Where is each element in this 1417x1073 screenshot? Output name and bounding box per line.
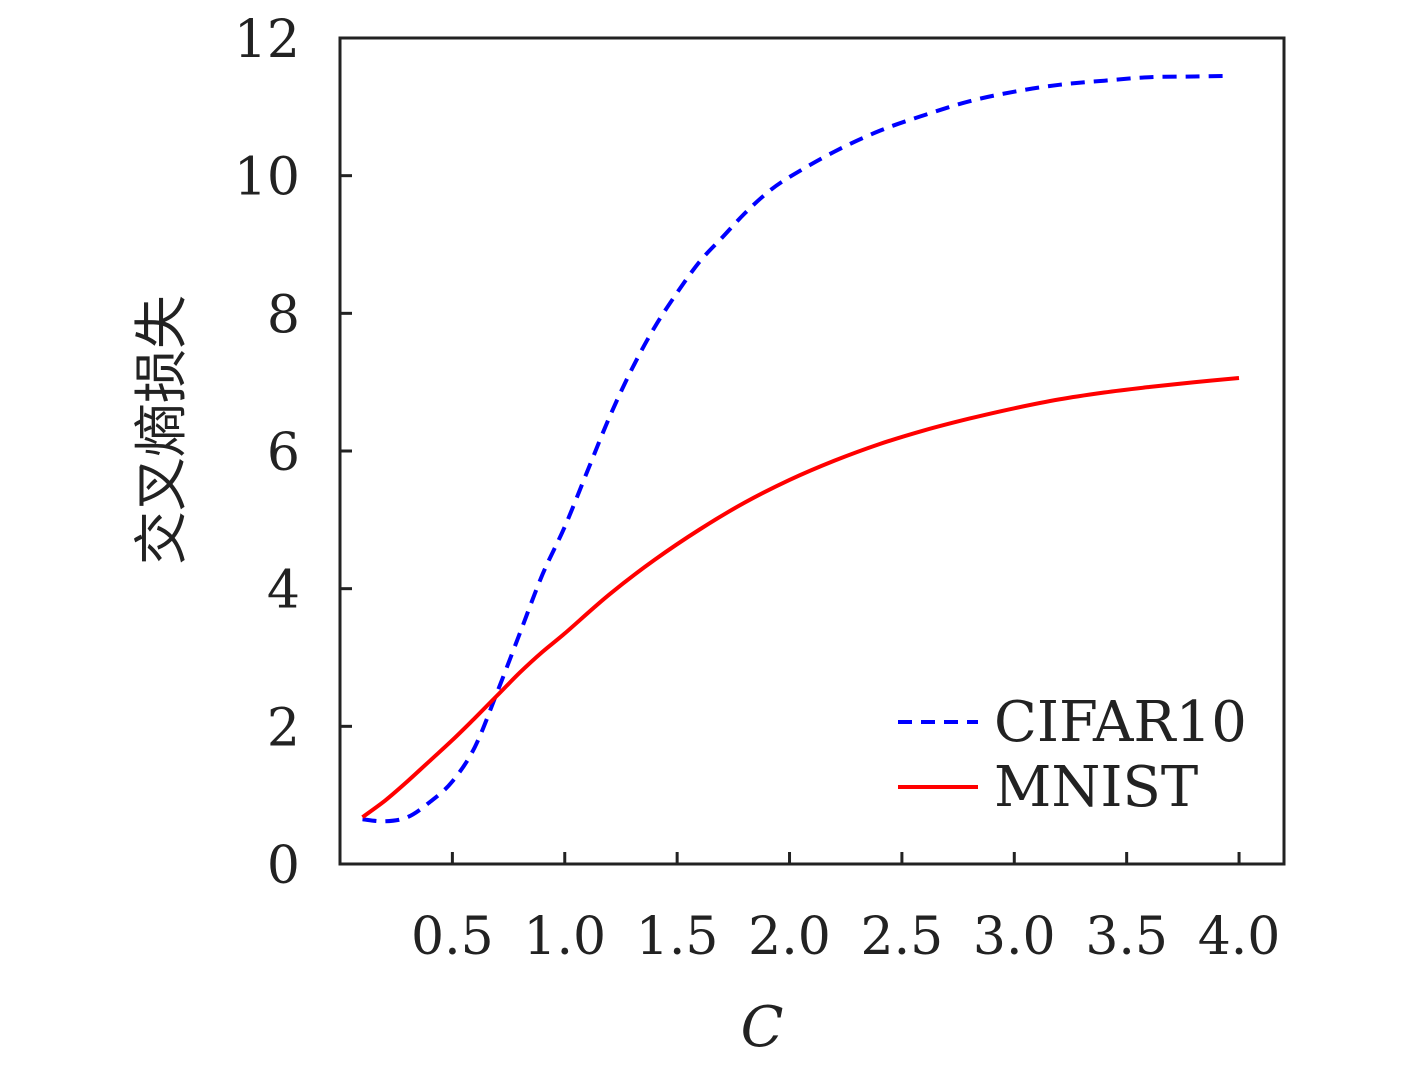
legend-label-cifar10: CIFAR10: [994, 690, 1247, 755]
y-tick-label: 0: [267, 836, 300, 896]
y-tick-label: 10: [234, 148, 300, 208]
x-tick-label: 0.5: [411, 907, 494, 967]
legend: CIFAR10 MNIST: [898, 690, 1247, 820]
y-tick-label: 2: [267, 698, 300, 758]
x-tick-label: 4.0: [1198, 907, 1281, 967]
x-tick-label: 2.5: [861, 907, 944, 967]
x-axis-title: C: [741, 995, 784, 1060]
series-line-cifar10: [362, 73, 1228, 824]
series-line-mnist: [361, 376, 1240, 819]
x-tick-label: 1.0: [523, 907, 606, 967]
x-tick-label: 1.5: [636, 907, 719, 967]
y-axis-title: 交叉熵损失: [130, 295, 193, 565]
y-tick-label: 12: [234, 10, 300, 70]
y-tick-label: 6: [267, 423, 300, 483]
y-tick-label: 8: [267, 285, 300, 345]
x-tick-label: 3.0: [973, 907, 1056, 967]
y-axis-ticks: 0 2 4 6 8 10 12: [234, 10, 352, 896]
y-tick-label: 4: [267, 561, 300, 621]
legend-label-mnist: MNIST: [994, 755, 1198, 820]
x-axis-ticks: 0.5 1.0 1.5 2.0 2.5 3.0 3.5 4.0: [411, 852, 1280, 967]
series-layer: [361, 73, 1240, 824]
x-tick-label: 2.0: [748, 907, 831, 967]
x-tick-label: 3.5: [1085, 907, 1168, 967]
